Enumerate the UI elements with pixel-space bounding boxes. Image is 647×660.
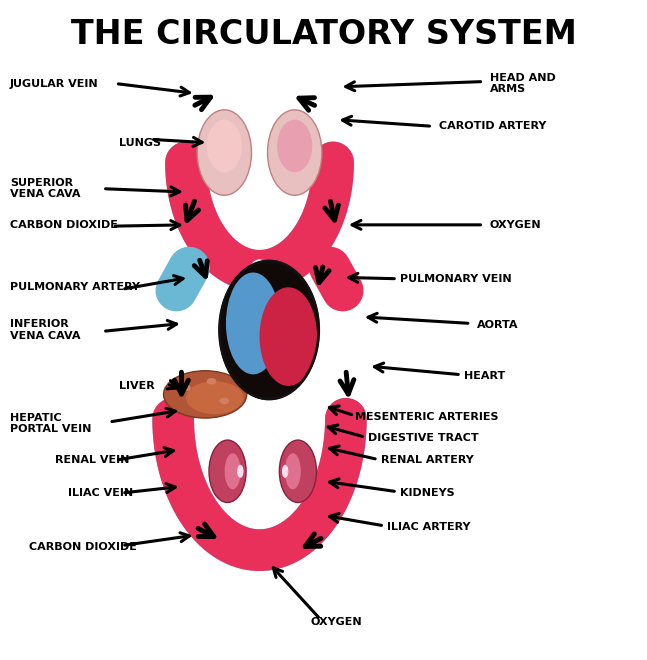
Text: RENAL ARTERY: RENAL ARTERY <box>381 455 474 465</box>
Ellipse shape <box>207 378 216 385</box>
Text: LIVER: LIVER <box>119 381 155 391</box>
Ellipse shape <box>197 110 252 195</box>
Ellipse shape <box>282 465 289 478</box>
Text: INFERIOR
VENA CAVA: INFERIOR VENA CAVA <box>10 319 80 341</box>
Ellipse shape <box>285 453 301 489</box>
Ellipse shape <box>207 119 242 172</box>
Text: HEART: HEART <box>465 371 505 381</box>
Ellipse shape <box>164 371 247 418</box>
Text: PULMONARY VEIN: PULMONARY VEIN <box>400 274 512 284</box>
Ellipse shape <box>237 465 243 478</box>
Ellipse shape <box>219 261 319 399</box>
Text: CARBON DIOXIDE: CARBON DIOXIDE <box>10 220 118 230</box>
Text: JUGULAR VEIN: JUGULAR VEIN <box>10 79 98 88</box>
Text: OXYGEN: OXYGEN <box>311 618 362 628</box>
Text: DIGESTIVE TRACT: DIGESTIVE TRACT <box>368 434 479 444</box>
Ellipse shape <box>209 440 246 502</box>
Ellipse shape <box>247 259 272 299</box>
Text: CAROTID ARTERY: CAROTID ARTERY <box>439 121 546 131</box>
Ellipse shape <box>225 453 241 489</box>
Text: ILIAC ARTERY: ILIAC ARTERY <box>388 522 471 532</box>
Text: MESENTERIC ARTERIES: MESENTERIC ARTERIES <box>355 412 499 422</box>
Ellipse shape <box>280 440 316 502</box>
Text: CARBON DIOXIDE: CARBON DIOXIDE <box>29 542 137 552</box>
Text: HEAD AND
ARMS: HEAD AND ARMS <box>490 73 556 94</box>
Text: HEPATIC
PORTAL VEIN: HEPATIC PORTAL VEIN <box>10 412 91 434</box>
Text: LUNGS: LUNGS <box>119 138 160 148</box>
Text: KIDNEYS: KIDNEYS <box>400 488 455 498</box>
Ellipse shape <box>219 398 229 405</box>
Text: RENAL VEIN: RENAL VEIN <box>55 455 129 465</box>
Ellipse shape <box>186 381 243 414</box>
Text: PULMONARY ARTERY: PULMONARY ARTERY <box>10 282 140 292</box>
Text: ILIAC VEIN: ILIAC VEIN <box>67 488 133 498</box>
Text: AORTA: AORTA <box>477 319 518 330</box>
Text: SUPERIOR
VENA CAVA: SUPERIOR VENA CAVA <box>10 178 80 199</box>
Ellipse shape <box>259 287 317 386</box>
Ellipse shape <box>181 385 191 391</box>
Ellipse shape <box>267 110 322 195</box>
Text: THE CIRCULATORY SYSTEM: THE CIRCULATORY SYSTEM <box>71 18 576 51</box>
Ellipse shape <box>277 119 313 172</box>
Text: OXYGEN: OXYGEN <box>490 220 542 230</box>
Ellipse shape <box>226 273 280 374</box>
